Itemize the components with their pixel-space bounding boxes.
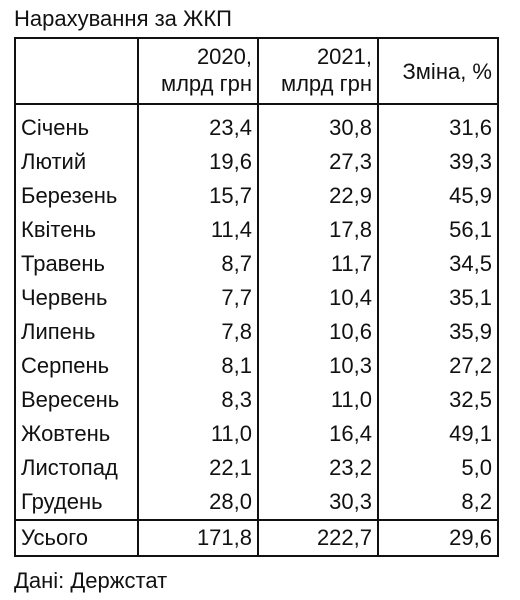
value-2021-cell: 30,8	[257, 104, 379, 145]
month-cell: Грудень	[14, 485, 139, 520]
value-2020-cell: 19,6	[137, 145, 259, 179]
change-cell: 56,1	[377, 213, 499, 247]
table-row: Листопад 22,1 23,2 5,0	[14, 451, 499, 485]
change-cell: 39,3	[377, 145, 499, 179]
table-row: Вересень 8,3 11,0 32,5	[14, 383, 499, 417]
value-2020-cell: 15,7	[137, 179, 259, 213]
header-change: Зміна, %	[377, 37, 499, 105]
change-cell: 49,1	[377, 417, 499, 451]
value-2021-cell: 27,3	[257, 145, 379, 179]
total-2020-cell: 171,8	[137, 519, 259, 557]
value-2020-cell: 8,1	[137, 349, 259, 383]
value-2021-cell: 30,3	[257, 485, 379, 520]
header-2020: 2020, млрд грн	[137, 37, 259, 105]
value-2021-cell: 11,7	[257, 247, 379, 281]
value-2020-cell: 8,3	[137, 383, 259, 417]
value-2020-cell: 28,0	[137, 485, 259, 520]
header-2021: 2021, млрд грн	[257, 37, 379, 105]
table-title: Нарахування за ЖКП	[14, 6, 232, 31]
source-note: Дані: Держстат	[14, 568, 168, 593]
header-2021-unit: млрд грн	[280, 71, 372, 96]
total-row: Усього 171,8 222,7 29,6	[14, 519, 499, 557]
month-cell: Вересень	[14, 383, 139, 417]
change-cell: 32,5	[377, 383, 499, 417]
header-row: 2020, млрд грн 2021, млрд грн Зміна, %	[14, 37, 499, 105]
table-row: Квітень 11,4 17,8 56,1	[14, 213, 499, 247]
value-2021-cell: 16,4	[257, 417, 379, 451]
value-2021-cell: 11,0	[257, 383, 379, 417]
month-cell: Травень	[14, 247, 139, 281]
change-cell: 5,0	[377, 451, 499, 485]
change-cell: 34,5	[377, 247, 499, 281]
value-2020-cell: 7,8	[137, 315, 259, 349]
change-cell: 8,2	[377, 485, 499, 520]
change-cell: 27,2	[377, 349, 499, 383]
table-row: Жовтень 11,0 16,4 49,1	[14, 417, 499, 451]
header-month	[14, 37, 139, 105]
header-2020-year: 2020,	[196, 44, 252, 69]
month-cell: Липень	[14, 315, 139, 349]
table-row: Травень 8,7 11,7 34,5	[14, 247, 499, 281]
month-cell: Листопад	[14, 451, 139, 485]
table-row: Червень 7,7 10,4 35,1	[14, 281, 499, 315]
month-cell: Серпень	[14, 349, 139, 383]
month-cell: Березень	[14, 179, 139, 213]
table-row: Лютий 19,6 27,3 39,3	[14, 145, 499, 179]
table-row: Серпень 8,1 10,3 27,2	[14, 349, 499, 383]
table-row: Березень 15,7 22,9 45,9	[14, 179, 499, 213]
table-row: Січень 23,4 30,8 31,6	[14, 104, 499, 145]
month-cell: Жовтень	[14, 417, 139, 451]
total-change-cell: 29,6	[377, 519, 499, 557]
value-2021-cell: 17,8	[257, 213, 379, 247]
header-2021-year: 2021,	[316, 44, 372, 69]
value-2021-cell: 10,4	[257, 281, 379, 315]
month-cell: Січень	[14, 104, 139, 145]
value-2021-cell: 10,6	[257, 315, 379, 349]
value-2021-cell: 10,3	[257, 349, 379, 383]
total-label-cell: Усього	[14, 519, 139, 557]
month-cell: Квітень	[14, 213, 139, 247]
value-2020-cell: 11,4	[137, 213, 259, 247]
table-row: Липень 7,8 10,6 35,9	[14, 315, 499, 349]
header-2020-unit: млрд грн	[160, 71, 252, 96]
month-cell: Червень	[14, 281, 139, 315]
charges-table: 2020, млрд грн 2021, млрд грн Зміна, % С…	[14, 37, 499, 557]
value-2020-cell: 7,7	[137, 281, 259, 315]
total-2021-cell: 222,7	[257, 519, 379, 557]
change-cell: 45,9	[377, 179, 499, 213]
change-cell: 35,1	[377, 281, 499, 315]
month-cell: Лютий	[14, 145, 139, 179]
table-row: Грудень 28,0 30,3 8,2	[14, 485, 499, 520]
value-2020-cell: 8,7	[137, 247, 259, 281]
value-2021-cell: 23,2	[257, 451, 379, 485]
change-cell: 31,6	[377, 104, 499, 145]
value-2020-cell: 11,0	[137, 417, 259, 451]
change-cell: 35,9	[377, 315, 499, 349]
value-2021-cell: 22,9	[257, 179, 379, 213]
value-2020-cell: 23,4	[137, 104, 259, 145]
value-2020-cell: 22,1	[137, 451, 259, 485]
